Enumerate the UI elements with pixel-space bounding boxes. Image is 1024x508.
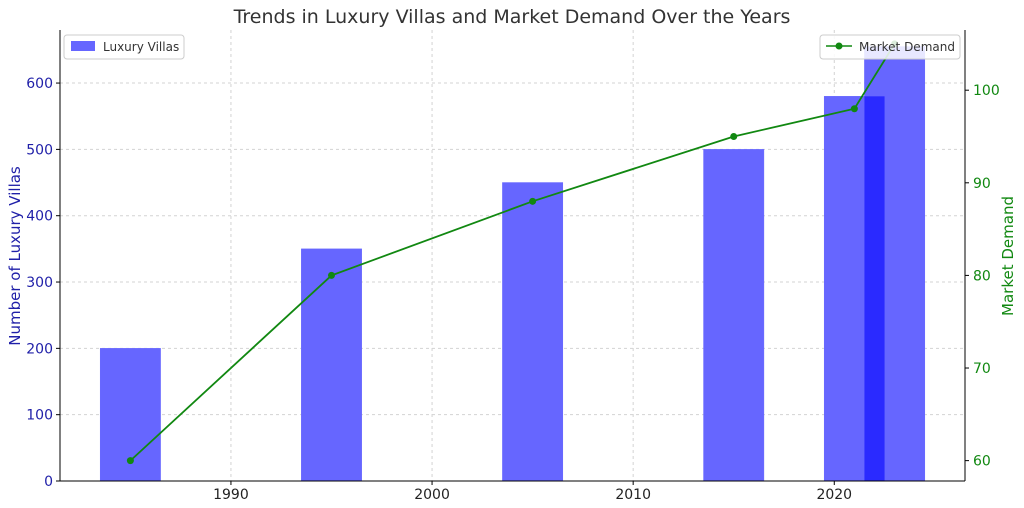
x-tick-label: 1990: [213, 487, 249, 503]
right-tick-label: 70: [973, 361, 991, 377]
x-tick-label: 2010: [615, 487, 651, 503]
demand-point: [126, 457, 134, 465]
right-tick-label: 60: [973, 454, 991, 470]
right-axis-label: Market Demand: [999, 196, 1017, 316]
left-tick-label: 0: [44, 474, 53, 490]
left-tick-label: 500: [26, 142, 53, 158]
demand-point: [529, 197, 537, 205]
bars: [99, 46, 926, 482]
right-tick-label: 80: [973, 268, 991, 284]
left-tick-label: 200: [26, 341, 53, 357]
demand-point: [328, 271, 335, 279]
chart-title: Trends in Luxury Villas and Market Deman…: [233, 6, 791, 28]
demand-point: [850, 105, 858, 113]
right-tick-label: 90: [973, 176, 991, 192]
axes: [59, 30, 966, 482]
legend-line-label: Market Demand: [859, 40, 955, 54]
x-tick-label: 2020: [816, 487, 852, 503]
bar: [703, 149, 765, 482]
legend-line: Market Demand: [819, 34, 961, 60]
legend-bars-label: Luxury Villas: [103, 40, 179, 54]
left-tick-label: 100: [26, 408, 53, 424]
bar-overlap: [864, 96, 885, 481]
ticks: 1990 2000 2010 2020 0 100 200 300 400 500 600 60 70 8…: [26, 76, 999, 503]
right-tick-label: 100: [973, 83, 1000, 99]
bar: [502, 182, 564, 482]
legend-bars-swatch: [71, 41, 95, 51]
bar: [301, 248, 362, 482]
demand-point: [730, 132, 738, 140]
x-tick-label: 2000: [414, 487, 450, 503]
legend-line-marker: [835, 42, 843, 50]
legend-bars: Luxury Villas: [63, 34, 185, 60]
demand-line: [126, 40, 899, 465]
left-tick-label: 400: [26, 209, 53, 225]
left-tick-label: 300: [26, 275, 53, 291]
left-tick-label: 600: [26, 76, 53, 92]
left-axis-label: Number of Luxury Villas: [6, 166, 24, 346]
demand-polyline: [129, 43, 896, 462]
